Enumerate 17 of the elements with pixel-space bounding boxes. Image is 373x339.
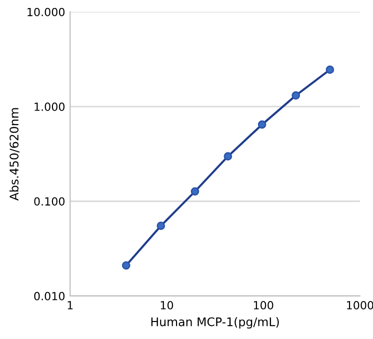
y-tick-label: 1.000 (34, 102, 65, 111)
x-tick-label: 10 (160, 301, 174, 310)
y-tick-label: 0.010 (34, 292, 65, 300)
x-tick-label: 1000 (347, 301, 373, 310)
y-tick-label: 0.100 (34, 197, 65, 206)
point (156, 222, 166, 230)
point (224, 152, 232, 161)
y-tick-label: 10.000 (28, 8, 65, 16)
x-tick-label: 1 (68, 301, 73, 310)
point (122, 261, 130, 270)
y-axis-title: Abs.450/620nm (9, 108, 20, 201)
x-axis-title: Human MCP-1(pg/mL) (151, 317, 279, 329)
point (258, 120, 266, 129)
point (190, 187, 200, 196)
point (292, 91, 300, 100)
point (326, 66, 334, 74)
x-tick-label: 100 (254, 301, 274, 310)
